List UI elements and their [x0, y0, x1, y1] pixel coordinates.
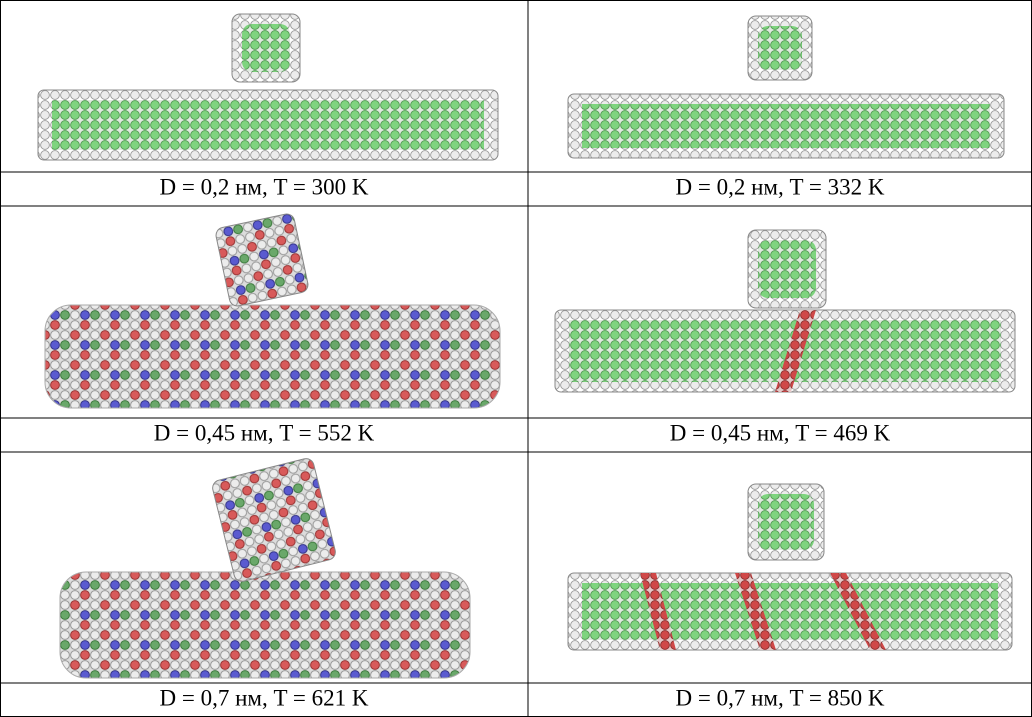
atom-rod-core [582, 104, 990, 148]
atom-cube-core [758, 26, 802, 70]
atom-cube [211, 457, 337, 583]
panels: D = 0,2 нм, T = 300 K D = 0,2 нм, T = 332… [38, 14, 1015, 710]
caption: D = 0,45 нм, T = 552 K [154, 420, 375, 445]
simulation-image: D = 0,45 нм, T = 552 K [45, 213, 500, 446]
simulation-image: D = 0,45 нм, T = 469 K [555, 230, 1015, 445]
atom-cube-core [758, 240, 816, 298]
caption: D = 0,7 нм, T = 621 K [160, 685, 369, 710]
atom-rod [45, 305, 500, 408]
atom-cube-core [758, 494, 814, 550]
figure-table: D = 0,2 нм, T = 300 K D = 0,2 нм, T = 332… [0, 0, 1032, 717]
simulation-image: D = 0,2 нм, T = 300 K [38, 14, 498, 199]
atom-cube [215, 213, 310, 308]
caption: D = 0,45 нм, T = 469 K [670, 420, 891, 445]
atom-rod-core [582, 583, 998, 640]
caption: D = 0,2 нм, T = 300 K [160, 174, 369, 199]
atom-rod-core [52, 100, 484, 150]
atom-rod [60, 572, 470, 678]
caption: D = 0,2 нм, T = 332 K [676, 174, 885, 199]
simulation-image: D = 0,7 нм, T = 850 K [568, 484, 1012, 710]
atom-cube-core [242, 24, 290, 72]
simulation-image: D = 0,7 нм, T = 621 K [60, 457, 470, 710]
page: D = 0,2 нм, T = 300 K D = 0,2 нм, T = 332… [0, 0, 1032, 717]
caption: D = 0,7 нм, T = 850 K [676, 685, 885, 710]
